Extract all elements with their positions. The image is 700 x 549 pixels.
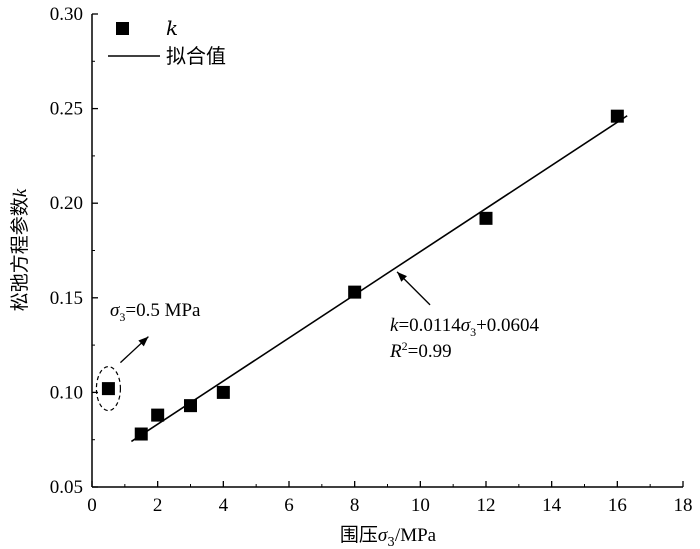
fit-line-group (130, 115, 628, 443)
x-tick-label: 12 (477, 495, 496, 516)
y-tick-label: 0.15 (50, 288, 83, 309)
data-point (184, 399, 197, 413)
x-axis-title-symbol: σ (378, 525, 388, 546)
x-axis-title-text: 围压 (340, 524, 378, 546)
data-point (134, 427, 148, 441)
data-point (151, 408, 165, 422)
y-tick-label: 0.25 (50, 99, 83, 120)
x-axis-title-unit: /MPa (395, 525, 437, 546)
data-point (610, 109, 624, 123)
x-tick-label: 8 (350, 495, 360, 516)
legend-label-k: k (166, 16, 178, 40)
fit-annotation: k=0.0114σ3+0.0604 R2=0.99 (389, 271, 540, 362)
x-tick-label: 0 (87, 495, 97, 516)
fit-r2-sup: 2 (402, 339, 408, 353)
y-tick-label: 0.10 (50, 382, 83, 403)
x-tick-label: 10 (411, 495, 430, 516)
data-point (216, 385, 230, 399)
outlier-sigma: σ (110, 300, 120, 321)
x-tick-label: 2 (153, 495, 163, 516)
fit-r2-value: =0.99 (408, 341, 452, 362)
legend: k 拟合值 (108, 16, 226, 68)
data-point (479, 211, 493, 225)
outlier-sub: 3 (119, 310, 125, 324)
outlier-annotation: σ3=0.5 MPa (95, 300, 201, 412)
x-tick-label: 6 (284, 495, 294, 516)
fit-equation-sigma: σ (461, 315, 471, 336)
outlier-ellipse (95, 366, 122, 412)
x-tick-label: 16 (608, 495, 627, 516)
outlier-arrowhead (138, 336, 149, 347)
fit-equation-sub: 3 (470, 325, 476, 339)
fit-line (130, 115, 628, 443)
x-tick-label: 4 (219, 495, 229, 516)
x-axis-title: 围压σ3/MPa (340, 524, 437, 549)
fit-equation-k: k (390, 315, 399, 336)
legend-label-fit: 拟合值 (166, 44, 226, 68)
y-tick-label: 0.05 (50, 477, 83, 498)
y-tick-label: 0.30 (50, 4, 83, 25)
y-tick-label: 0.20 (50, 193, 83, 214)
y-axis-title: 松弛方程参数k (9, 188, 31, 311)
data-points (101, 109, 624, 441)
fit-r2: R2=0.99 (389, 339, 452, 362)
fit-equation-slope: =0.0114 (398, 315, 461, 336)
x-tick-label: 14 (542, 495, 562, 516)
data-point (101, 382, 115, 396)
fit-equation-arrowhead (397, 271, 407, 282)
x-tick-label: 18 (674, 495, 693, 516)
fit-equation-intercept: +0.0604 (476, 315, 539, 336)
fit-r2-symbol: R (389, 341, 402, 362)
outlier-value: =0.5 MPa (125, 300, 201, 321)
legend-marker-k (116, 22, 129, 35)
y-axis-title-text: 松弛方程参数 (9, 197, 31, 311)
axis-ticks: 0 2 4 6 8 10 12 14 16 18 0.05 0.10 0.15 0.20 0.25 0.30 (50, 4, 693, 516)
fit-equation: k=0.0114σ3+0.0604 (390, 315, 540, 339)
y-axis-title-symbol: k (10, 188, 31, 197)
x-axis-title-sub: 3 (387, 535, 395, 549)
outlier-label: σ3=0.5 MPa (110, 300, 201, 324)
data-point (348, 285, 362, 299)
